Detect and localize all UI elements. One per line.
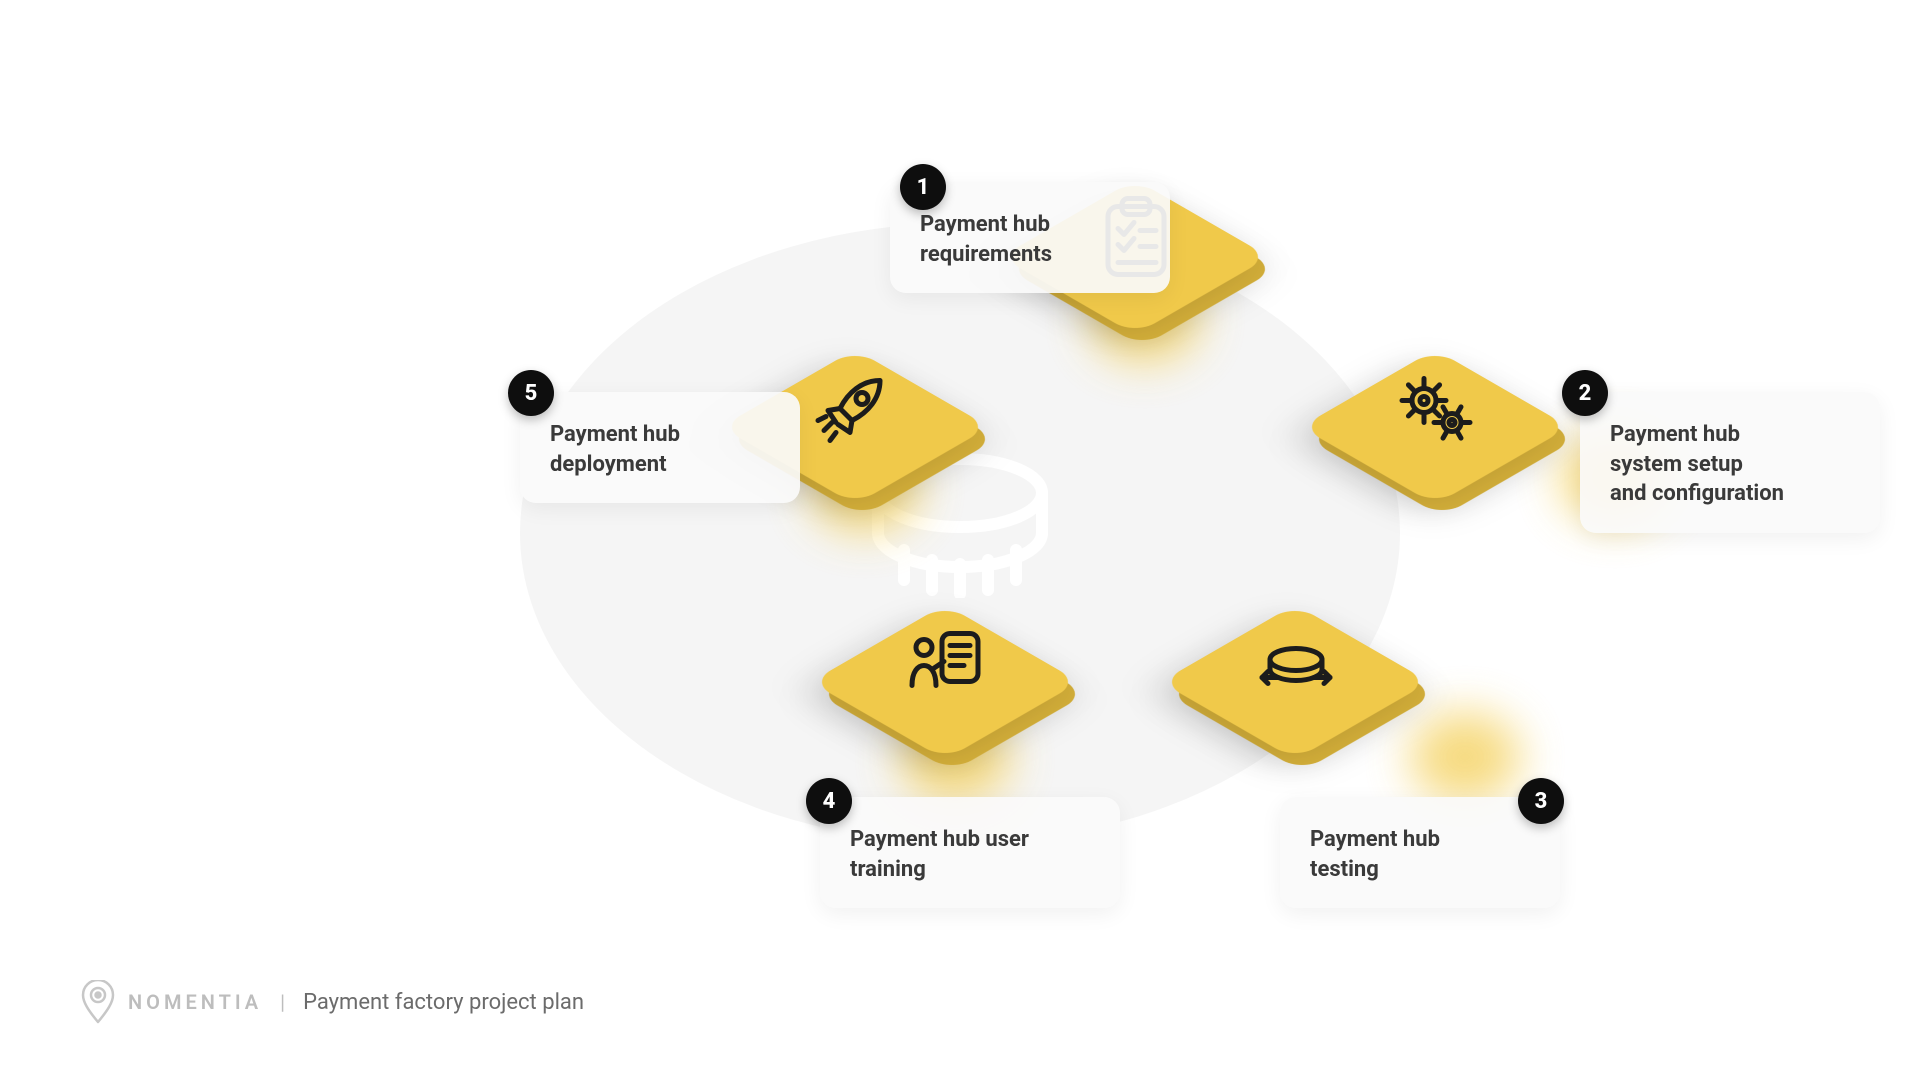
step-number-badge: 2 [1562, 370, 1608, 416]
step-card: Payment hub system setup and configurati… [1580, 392, 1880, 533]
tile-glow [1410, 712, 1520, 802]
brand-logo: NOMENTIA [80, 980, 262, 1024]
step-label: Payment hub testing [1310, 825, 1530, 884]
step-label: Payment hub deployment [550, 420, 770, 479]
footer: NOMENTIA | Payment factory project plan [80, 980, 584, 1024]
step-card: Payment hub testing [1280, 797, 1560, 908]
step-card: Payment hub deployment [520, 392, 800, 503]
step-number-badge: 1 [900, 164, 946, 210]
training-icon [898, 615, 994, 711]
step-label: Payment hub requirements [920, 210, 1140, 269]
gears-icon [1388, 360, 1484, 456]
diagram-stage: Payment hub requirements1 Payment hub sy… [260, 122, 1660, 882]
step-number-badge: 3 [1518, 778, 1564, 824]
footer-caption: Payment factory project plan [303, 990, 584, 1015]
step-number-badge: 5 [508, 370, 554, 416]
map-pin-icon [80, 980, 116, 1024]
step-label: Payment hub system setup and configurati… [1610, 420, 1850, 509]
rocket-icon [808, 360, 904, 456]
coin-arrows-icon [1248, 615, 1344, 711]
footer-separator: | [280, 990, 285, 1014]
brand-text: NOMENTIA [128, 990, 262, 1014]
step-card: Payment hub user training [820, 797, 1120, 908]
step-label: Payment hub user training [850, 825, 1090, 884]
step-number-badge: 4 [806, 778, 852, 824]
